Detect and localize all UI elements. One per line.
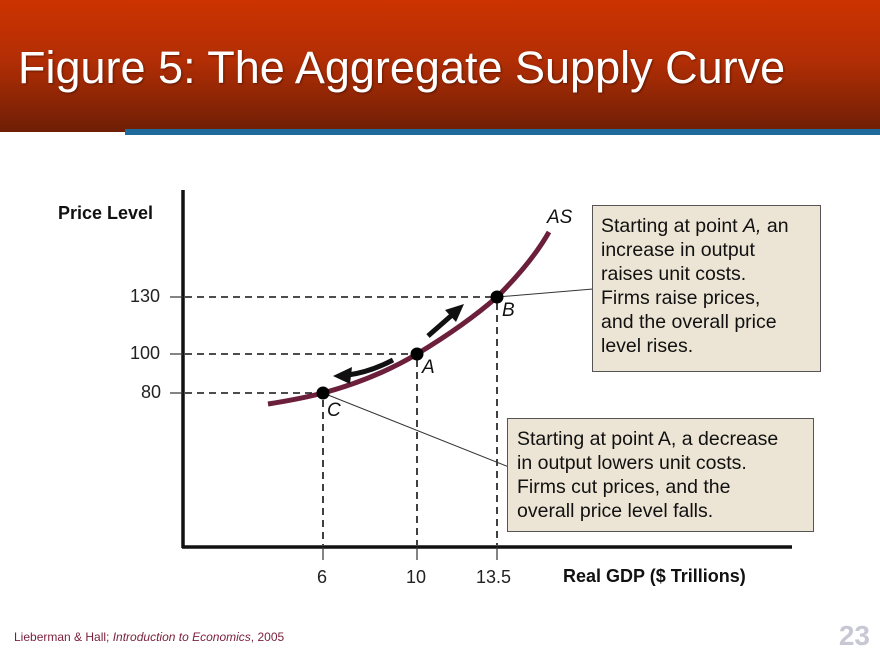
guide-lines — [185, 296, 498, 545]
callout-increase: Starting at point A, an increase in outp… — [592, 205, 821, 372]
callout-point-a: A, — [743, 215, 762, 237]
y-axis-label: Price Level — [58, 203, 154, 223]
point-b — [490, 290, 504, 304]
point-b-label: B — [502, 300, 515, 321]
x-tick-13-5: 13.5 — [476, 567, 512, 587]
citation: Lieberman & Hall; Introduction to Econom… — [14, 630, 285, 644]
callout-decrease: Starting at point A, a decrease in outpu… — [507, 418, 814, 532]
point-c — [316, 386, 330, 400]
title-banner: Figure 5: The Aggregate Supply Curve — [0, 0, 880, 132]
y-tick-80: 80 — [141, 382, 162, 402]
point-c-label: C — [327, 400, 341, 421]
point-a — [410, 347, 424, 361]
y-tick-130: 130 — [130, 286, 161, 306]
slide-title: Figure 5: The Aggregate Supply Curve — [18, 42, 786, 93]
point-a-label: A — [422, 357, 435, 378]
arrow-up-icon — [426, 304, 464, 338]
x-tick-6: 6 — [317, 567, 328, 587]
leader-line-c — [322, 392, 510, 468]
as-curve-label: AS — [547, 207, 573, 228]
leader-line-b — [496, 288, 594, 298]
x-tick-10: 10 — [406, 567, 427, 587]
arrow-down-icon — [333, 357, 395, 384]
x-axis-label: Real GDP ($ Trillions) — [563, 566, 746, 586]
y-tick-100: 100 — [130, 343, 161, 363]
accent-rule — [125, 129, 880, 135]
slide-number: 23 — [838, 620, 870, 651]
